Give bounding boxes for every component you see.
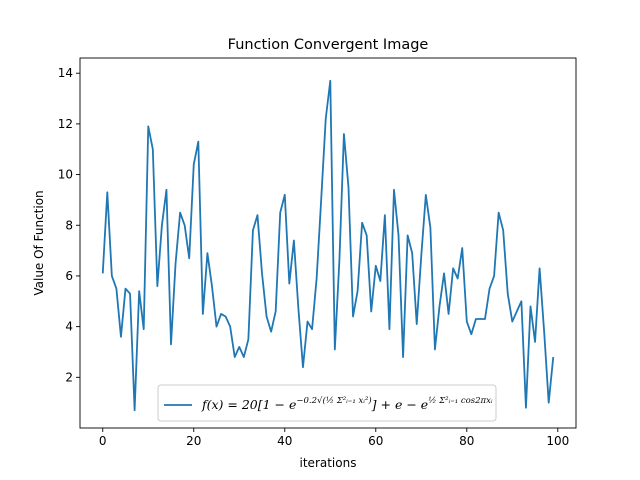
x-tick-label: 20 bbox=[186, 434, 201, 448]
series-line-0 bbox=[101, 79, 555, 412]
y-axis-label: Value Of Function bbox=[32, 190, 46, 295]
legend: f(x) = 20[1 − e−0.2√(½ Σ²ᵢ₌₁ xᵢ²)] + e −… bbox=[157, 384, 497, 422]
x-tick-label: 0 bbox=[99, 434, 107, 448]
y-tick-label: 8 bbox=[65, 218, 73, 232]
y-tick-label: 10 bbox=[58, 168, 73, 182]
x-axis-label: iterations bbox=[300, 456, 357, 470]
x-tick-label: 100 bbox=[546, 434, 569, 448]
x-tick-label: 60 bbox=[368, 434, 383, 448]
y-tick-label: 2 bbox=[65, 370, 73, 384]
y-tick-label: 12 bbox=[58, 117, 73, 131]
plot-area: 0 20 40 60 80 100 2 4 6 8 10 12 14 bbox=[58, 57, 577, 448]
legend-series-label: f(x) = 20[1 − e−0.2√(½ Σ²ᵢ₌₁ xᵢ²)] + e −… bbox=[201, 395, 493, 412]
y-tick-label: 6 bbox=[65, 269, 73, 283]
chart-title: Function Convergent Image bbox=[228, 37, 429, 53]
axes-frame bbox=[79, 57, 577, 429]
legend-box bbox=[157, 384, 497, 422]
y-tick-label: 14 bbox=[58, 66, 73, 80]
y-tick-label: 4 bbox=[65, 320, 73, 334]
x-tick-label: 40 bbox=[277, 434, 292, 448]
x-tick-label: 80 bbox=[459, 434, 474, 448]
